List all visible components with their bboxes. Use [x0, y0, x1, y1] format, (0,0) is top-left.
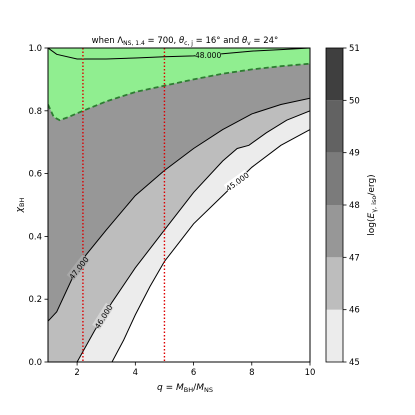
- x-tick-label-8: 8: [249, 368, 254, 378]
- y-tick-label-1: 1.0: [28, 44, 42, 54]
- y-tick-label-0.4: 0.4: [28, 232, 42, 242]
- x-tick-label-2: 2: [74, 368, 79, 378]
- contour-label-48: 48.000: [195, 51, 221, 60]
- x-tick-label-6: 6: [191, 368, 196, 378]
- colorbar-tick-label-47: 47: [349, 253, 360, 263]
- contour-line-48: [48, 48, 310, 60]
- y-tick-label-0.6: 0.6: [28, 170, 42, 180]
- x-tick-label-10: 10: [305, 368, 316, 378]
- colorbar-band-47: [326, 205, 343, 258]
- plot-frame: [47, 47, 311, 363]
- x-tick-label-4: 4: [133, 368, 138, 378]
- colorbar-tick-label-50: 50: [349, 96, 360, 106]
- contour-label-bg-46: [92, 302, 114, 330]
- colorbar-tick-label-45: 45: [349, 358, 360, 368]
- colorbar-band-46: [326, 257, 343, 310]
- colorbar: 45 46 47 48 49 50 51: [325, 44, 360, 368]
- y-tick-label-0.8: 0.8: [28, 107, 42, 117]
- x-axis-label: q = MBH/MNS: [157, 383, 213, 394]
- colorbar-tick-label-46: 46: [349, 306, 360, 316]
- y-tick-label-0.2: 0.2: [28, 295, 42, 305]
- contour-label-bg-45: [223, 169, 251, 193]
- chart-title: when ΛNS, 1.4 = 700, θc, j = 16° and θv …: [92, 36, 279, 47]
- colorbar-band-50: [326, 48, 343, 101]
- axes: 2 4 6 8 10 0.0 0.2 0.4 0.6 0.8 1.0: [28, 44, 315, 378]
- colorbar-label: log(Eγ, iso/erg): [367, 174, 378, 235]
- colorbar-band-48: [326, 152, 343, 205]
- colorbar-tick-label-48: 48: [349, 201, 360, 211]
- colorbar-tick-label-49: 49: [349, 149, 360, 159]
- colorbar-band-45: [326, 309, 343, 362]
- contour-line-47: [48, 97, 310, 322]
- y-tick-label-0: 0.0: [28, 358, 42, 368]
- colorbar-band-49: [326, 100, 343, 153]
- y-axis-label: χBH: [15, 198, 26, 214]
- contour-label-bg-47: [66, 254, 90, 281]
- green-region-boundary: [48, 62, 310, 122]
- contour-line-45: [111, 129, 310, 362]
- band-below-45: [112, 129, 310, 362]
- green-region: [48, 48, 310, 121]
- colorbar-tick-label-51: 51: [349, 44, 360, 54]
- contour-label-bg-48: [195, 49, 222, 59]
